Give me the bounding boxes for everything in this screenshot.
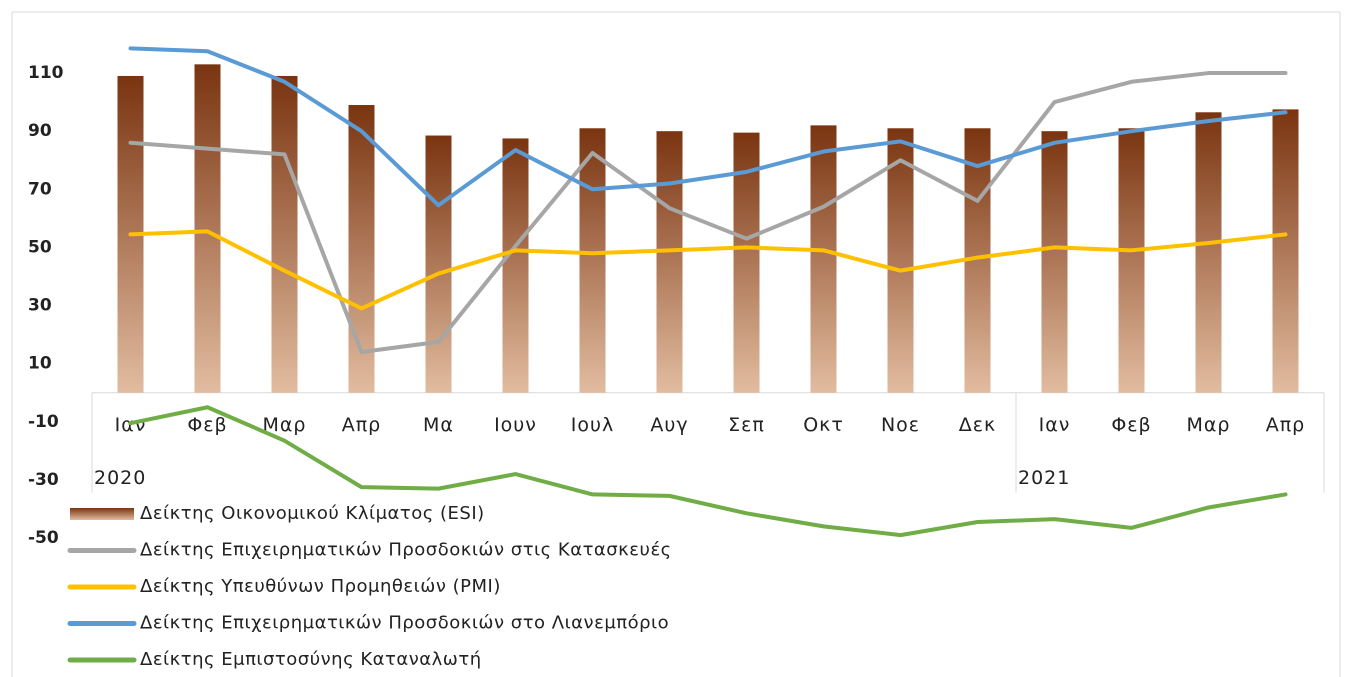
x-tick-label: Οκτ — [803, 414, 844, 436]
bar — [887, 128, 914, 393]
legend-label: Δείκτης Επιχειρηματικών Προσδοκιών στο Λ… — [140, 613, 669, 634]
bar — [425, 135, 452, 393]
bar — [194, 64, 221, 393]
bar — [579, 128, 606, 393]
bar — [271, 75, 298, 393]
line-series — [128, 405, 1288, 538]
line-series — [128, 229, 1288, 311]
x-tick-label: Μαρ — [263, 414, 307, 436]
x-tick-label: Φεβ — [1111, 414, 1151, 436]
legend-label: Δείκτης Υπευθύνων Προμηθειών (PMI) — [140, 576, 501, 597]
x-tick-label: Φεβ — [187, 414, 227, 436]
x-tick-label: Νοε — [881, 414, 920, 436]
bar — [1272, 109, 1299, 393]
y-tick-label: 90 — [28, 121, 52, 141]
bar — [348, 105, 375, 393]
y-tick-label: 10 — [28, 354, 52, 374]
x-tick-label: Μα — [423, 414, 454, 436]
bar — [502, 138, 529, 393]
line-series — [128, 46, 1288, 208]
x-tick-label: Απρ — [342, 414, 382, 436]
x-tick-label: Αυγ — [650, 414, 688, 436]
x-tick-label: Απρ — [1266, 414, 1306, 436]
x-tick-label: Ιαν — [1039, 414, 1071, 436]
line-series — [128, 71, 1288, 355]
y-tick-label: -50 — [28, 528, 59, 548]
y-tick-label: 110 — [28, 63, 64, 83]
bar — [1195, 112, 1222, 393]
bar — [810, 125, 837, 393]
bar — [1041, 131, 1068, 393]
y-tick-label: 30 — [28, 296, 52, 316]
legend-label: Δείκτης Εμπιστοσύνης Καταναλωτή — [140, 649, 482, 670]
y-tick-label: 50 — [28, 237, 52, 257]
x-tick-label: Ιουλ — [571, 414, 614, 436]
year-label: 2020 — [94, 467, 146, 489]
x-tick-label: Μαρ — [1187, 414, 1231, 436]
bar — [656, 131, 683, 393]
legend-label: Δείκτης Οικονομικού Κλίματος (ESI) — [140, 503, 485, 524]
x-tick-label: Σεπ — [728, 414, 765, 436]
x-tick-label: Ιουν — [494, 414, 537, 436]
legend-swatch — [70, 508, 134, 520]
bar — [1118, 128, 1145, 393]
bar — [733, 132, 760, 393]
x-tick-label: Δεκ — [959, 414, 996, 436]
y-tick-label: -30 — [28, 470, 59, 490]
y-tick-label: 70 — [28, 179, 52, 199]
chart-border — [11, 11, 1341, 677]
legend-label: Δείκτης Επιχειρηματικών Προσδοκιών στις … — [140, 540, 672, 561]
year-label: 2021 — [1018, 467, 1070, 489]
y-tick-label: -10 — [28, 412, 59, 432]
